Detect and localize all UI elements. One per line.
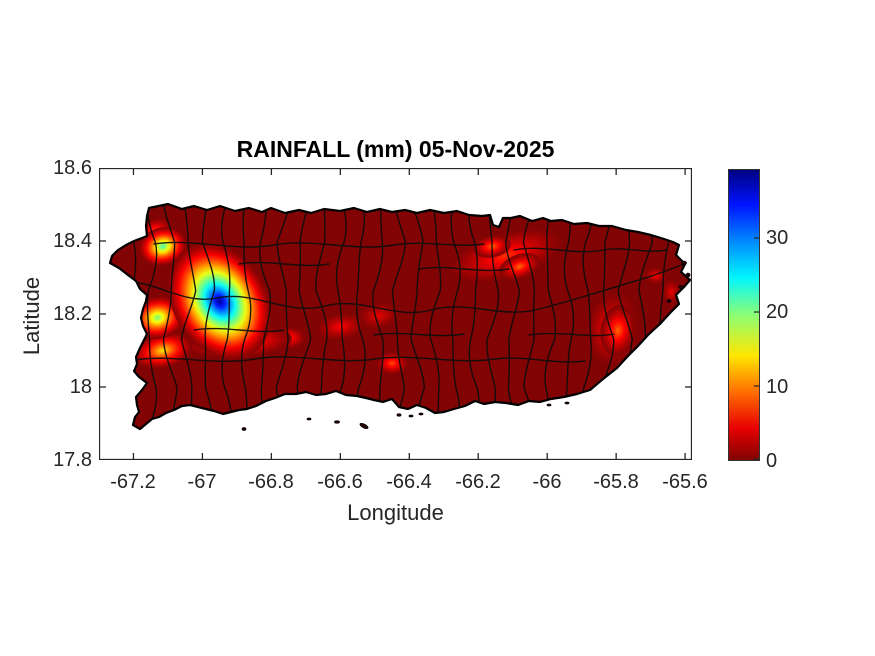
y-tick-label: 17.8 <box>53 449 92 471</box>
x-tick-label: -66.2 <box>455 471 501 493</box>
y-tick-label: 18.6 <box>53 157 92 179</box>
colorbar-tick-label: 0 <box>766 450 778 472</box>
x-tick-label: -65.8 <box>593 471 639 493</box>
colorbar-ticks <box>754 237 759 460</box>
coastline <box>108 202 692 431</box>
colorbar-tick-label: 10 <box>766 376 789 398</box>
x-axis-label: Longitude <box>347 500 444 525</box>
plot-title: RAINFALL (mm) 05-Nov-2025 <box>236 136 555 162</box>
x-tick-label: -67 <box>187 471 217 493</box>
x-tick-label: -66.6 <box>317 471 363 493</box>
colorbar-tick-label: 30 <box>766 227 789 249</box>
y-tick-label: 18.2 <box>53 303 92 325</box>
colorbar <box>728 169 760 461</box>
x-tick-label: -66.8 <box>248 471 294 493</box>
colorbar-tick-label: 20 <box>766 301 789 323</box>
x-tick-label: -67.2 <box>110 471 156 493</box>
x-tick-label: -66.4 <box>386 471 432 493</box>
y-axis-label: Latitude <box>19 276 44 356</box>
x-tick-label: -66 <box>532 471 562 493</box>
puerto-rico-rainfall-map <box>99 168 692 460</box>
y-tick-label: 18 <box>69 376 92 398</box>
x-tick-label: -65.6 <box>662 471 708 493</box>
offshore-cays <box>241 260 691 431</box>
axes-box-and-ticks <box>99 168 692 460</box>
map-plot-area <box>99 168 692 460</box>
y-tick-label: 18.4 <box>53 230 92 252</box>
